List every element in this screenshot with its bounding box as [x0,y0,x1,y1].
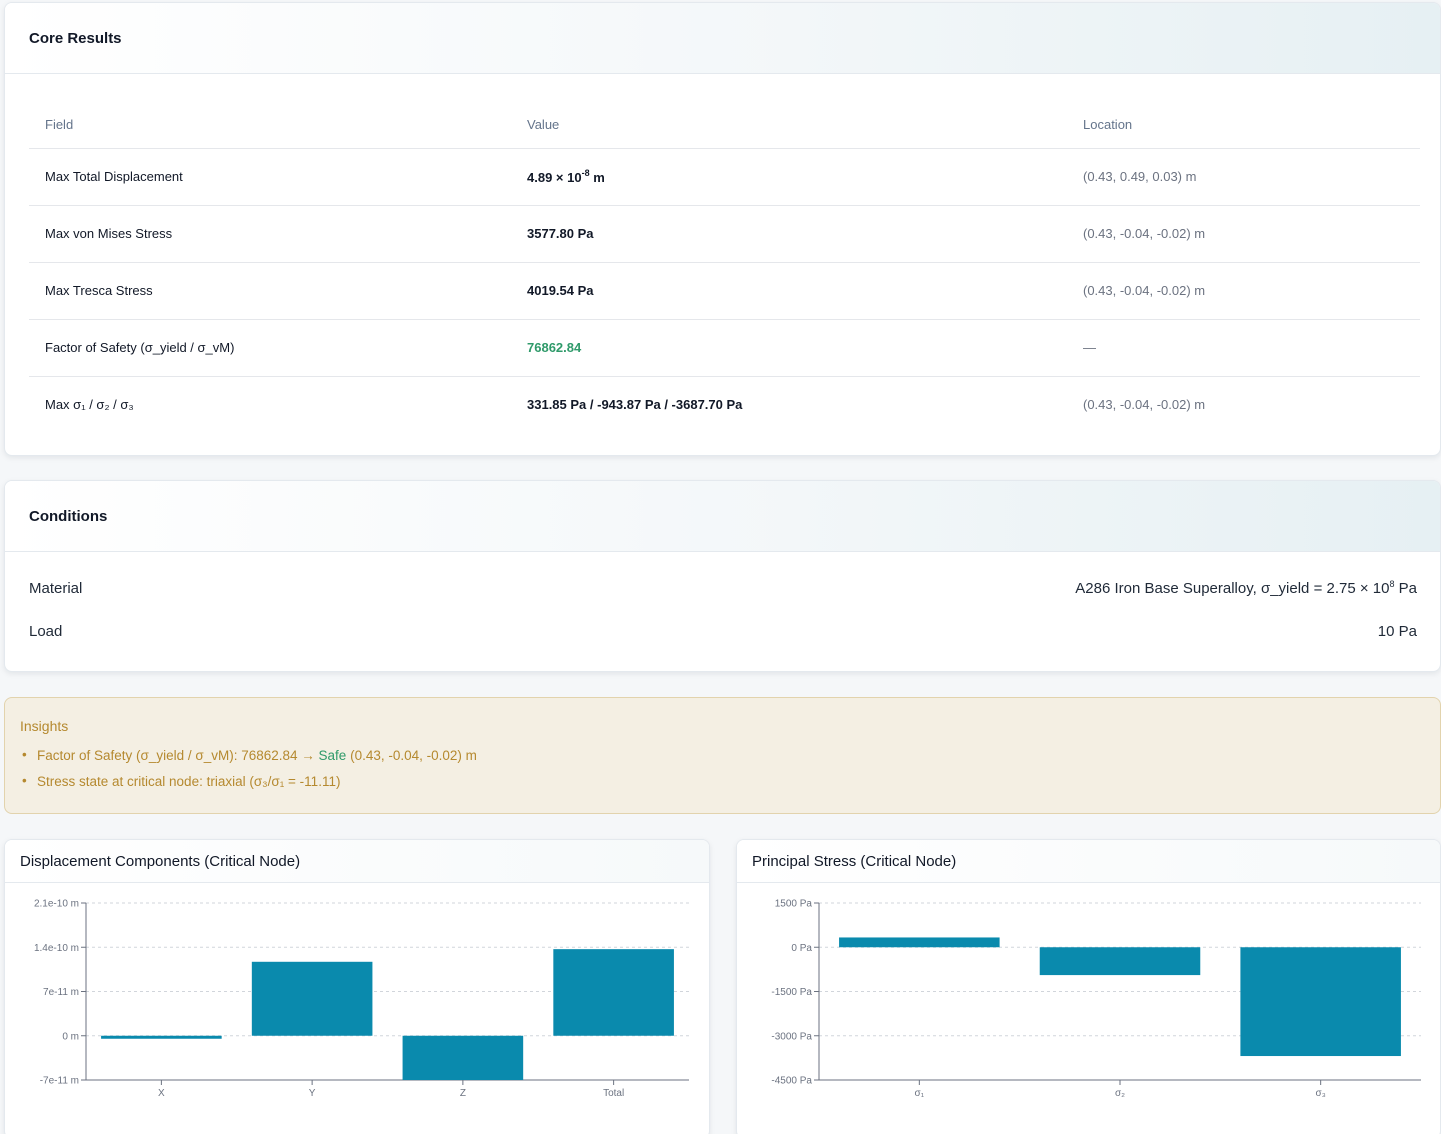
displacement-chart-title: Displacement Components (Critical Node) [5,840,709,883]
value-cell: 3577.80 Pa [511,205,1067,263]
principal-stress-chart-card: Principal Stress (Critical Node) -4500 P… [736,839,1441,1134]
location-cell: (0.43, -0.04, -0.02) m [1067,205,1420,263]
load-value: 10 Pa [1377,623,1417,640]
safe-status-badge: Safe [318,748,347,763]
location-column-header: Location [1067,101,1420,149]
y-tick-label: -1500 Pa [771,987,812,998]
material-value-text: A286 Iron Base Superalloy, σ_yield = 2.7… [1075,580,1390,597]
insight-location: (0.43, -0.04, -0.02) m [346,748,477,763]
x-tick-label: σ₂ [1115,1088,1125,1099]
material-label: Material [29,579,83,597]
conditions-title: Conditions [5,481,1440,552]
y-tick-label: 1500 Pa [775,899,813,910]
table-row-max-displacement: Max Total Displacement 4.89 × 10-8 m (0.… [29,148,1420,206]
value-mantissa: 4.89 × 10 [527,170,582,185]
insights-panel: Insights Factor of Safety (σ_yield / σ_v… [4,697,1441,814]
insight-item-factor-of-safety: Factor of Safety (σ_yield / σ_vM): 76862… [20,747,1440,763]
insight-text: Factor of Safety (σ_yield / σ_vM): 76862… [37,748,319,763]
core-results-table: Field Value Location Max Total Displacem… [29,101,1420,433]
y-tick-label: 0 Pa [791,943,812,954]
bar[interactable] [101,1035,222,1039]
x-tick-label: σ₃ [1316,1088,1326,1099]
displacement-chart: -7e-11 m 0 m 7e-11 m 1.4e-10 m 2.1e-10 m X Y Z T… [34,899,689,1099]
x-tick-label: σ₁ [915,1088,925,1099]
bar[interactable] [402,1035,524,1080]
insight-item-stress-state: Stress state at critical node: triaxial … [20,773,1440,789]
material-row: Material A286 Iron Base Superalloy, σ_yi… [29,579,1417,597]
value-unit: m [589,170,605,185]
field-cell: Max Tresca Stress [29,262,511,320]
y-tick-label: 2.1e-10 m [34,899,79,910]
bar[interactable] [839,937,1000,948]
field-cell: Max Total Displacement [29,148,511,206]
value-cell: 76862.84 [511,319,1067,377]
core-results-card: Core Results Field Value Location Max To… [4,2,1441,456]
field-column-header: Field [29,101,511,149]
value-exponent: -8 [581,168,590,178]
field-cell: Factor of Safety (σ_yield / σ_vM) [29,319,511,377]
field-cell: Max von Mises Stress [29,205,511,263]
table-row-max-tresca: Max Tresca Stress 4019.54 Pa (0.43, -0.0… [29,262,1420,320]
x-tick-label: Y [309,1088,316,1099]
material-value-unit: Pa [1394,580,1417,597]
value-cell: 331.85 Pa / -943.87 Pa / -3687.70 Pa [527,397,743,413]
location-cell: (0.43, -0.04, -0.02) m [1067,262,1420,320]
y-tick-label: 7e-11 m [43,987,79,998]
y-tick-label: -7e-11 m [40,1076,79,1087]
bar[interactable] [553,949,674,1036]
table-row-max-von-mises: Max von Mises Stress 3577.80 Pa (0.43, -… [29,205,1420,263]
bar[interactable] [1039,947,1201,976]
principal-stress-chart: -4500 Pa -3000 Pa -1500 Pa 0 Pa 1500 Pa σ₁ σ₂ σ… [771,899,1421,1099]
y-tick-label: -3000 Pa [771,1031,812,1042]
y-tick-label: 0 m [62,1031,79,1042]
displacement-chart-card: Displacement Components (Critical Node) … [4,839,710,1134]
load-row: Load 10 Pa [29,623,1417,640]
insights-title: Insights [20,718,69,734]
principal-stress-chart-title: Principal Stress (Critical Node) [737,840,1440,883]
y-tick-label: 1.4e-10 m [34,943,79,954]
y-tick-label: -4500 Pa [771,1076,812,1087]
field-cell: Max σ₁ / σ₂ / σ₃ [45,397,134,413]
bar[interactable] [1240,947,1401,1057]
material-value-exponent: 8 [1389,579,1395,589]
value-cell: 4.89 × 10-8 m [511,148,1067,206]
material-value: A286 Iron Base Superalloy, σ_yield = 2.7… [1075,579,1417,597]
value-column-header: Value [511,101,1067,149]
insights-list: Factor of Safety (σ_yield / σ_vM): 76862… [20,747,1440,789]
x-tick-label: X [158,1088,165,1099]
table-row-principal-stresses: Max σ₁ / σ₂ / σ₃ 331.85 Pa / -943.87 Pa … [29,376,1420,433]
location-cell: (0.43, -0.04, -0.02) m [1083,397,1206,413]
x-tick-label: Z [460,1088,466,1099]
table-header-row: Field Value Location [29,101,1420,149]
x-tick-label: Total [603,1088,624,1099]
table-row-factor-of-safety: Factor of Safety (σ_yield / σ_vM) 76862.… [29,319,1420,377]
core-results-title: Core Results [5,3,1440,74]
load-label: Load [29,623,63,640]
conditions-card: Conditions Material A286 Iron Base Super… [4,480,1441,672]
location-cell: (0.43, 0.49, 0.03) m [1067,148,1420,206]
value-cell: 4019.54 Pa [511,262,1067,320]
bar[interactable] [251,961,373,1036]
location-cell: — [1067,319,1420,377]
